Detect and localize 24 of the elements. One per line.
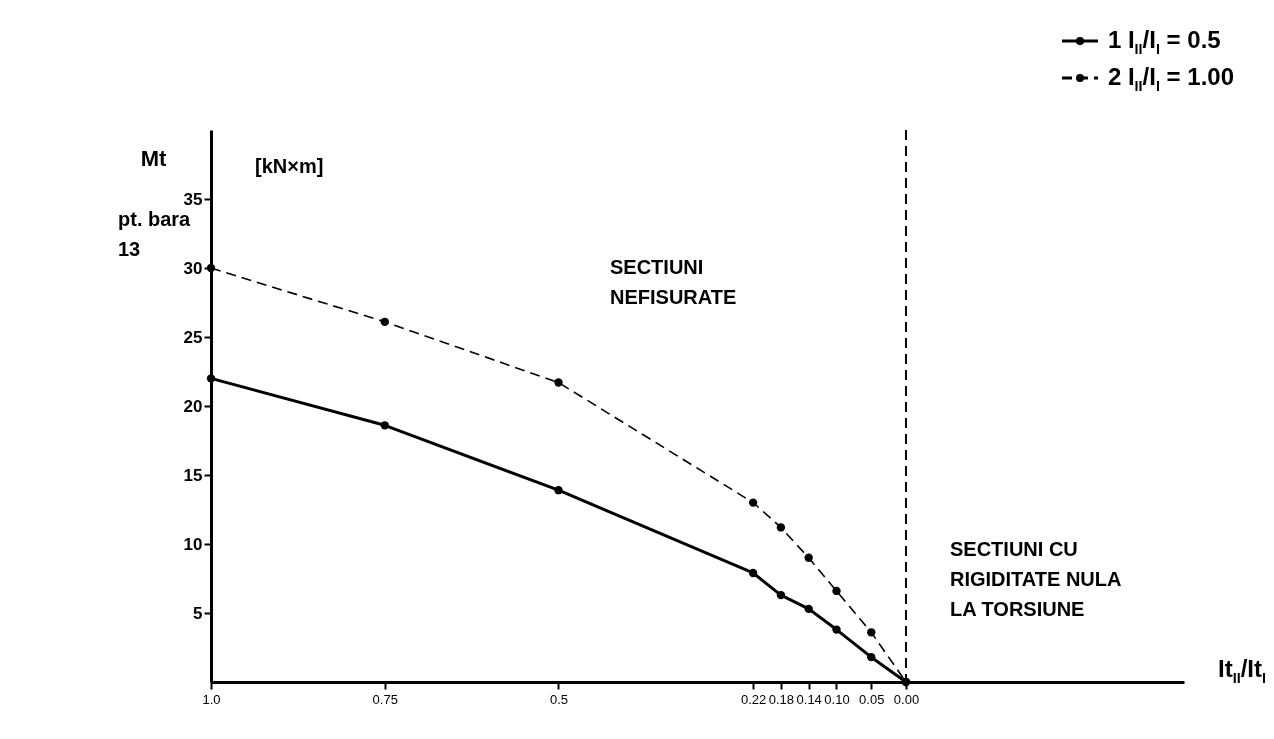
x-tick-label: 0.5 <box>549 691 569 707</box>
x-tick-label: 0.10 <box>824 691 850 707</box>
legend-label: 1 I$_{II}$/I$_{I}$ = 0.5 <box>1107 26 1221 57</box>
x-tick-label: 0.00 <box>893 691 920 707</box>
x-tick-label: 0.14 <box>796 691 822 707</box>
y-tick-label: 30 <box>183 258 203 278</box>
x-tick-label: 0.22 <box>740 691 767 707</box>
x-tick-label: 0.75 <box>372 691 398 707</box>
y-tick-label: 25 <box>183 327 203 347</box>
annotation: SECTIUNI NEFISURATE <box>610 256 737 308</box>
y-axis-title: Mt <box>140 145 167 171</box>
annotation: SECTIUNI CU RIGIDITATE NULA LA TORSIUNE <box>950 538 1122 620</box>
legend-label: 2 I$_{II}$/I$_{I}$ = 1.00 <box>1107 62 1234 94</box>
x-axis-title: It$_{II}$/It$_{I}$ <box>1218 655 1266 686</box>
y-tick-label: 15 <box>183 465 203 485</box>
y-tick-label: 5 <box>193 603 203 623</box>
text: pt. bara 13 <box>118 208 192 260</box>
y-tick-label: 10 <box>183 534 203 554</box>
x-tick-label: 0.05 <box>859 691 885 707</box>
y-tick-label: 35 <box>183 189 203 209</box>
x-tick-label: 0.18 <box>768 691 795 707</box>
x-tick-label: 1.0 <box>202 691 221 707</box>
y-tick-label: 20 <box>183 396 203 416</box>
annotation: [kN×m] <box>255 155 324 177</box>
